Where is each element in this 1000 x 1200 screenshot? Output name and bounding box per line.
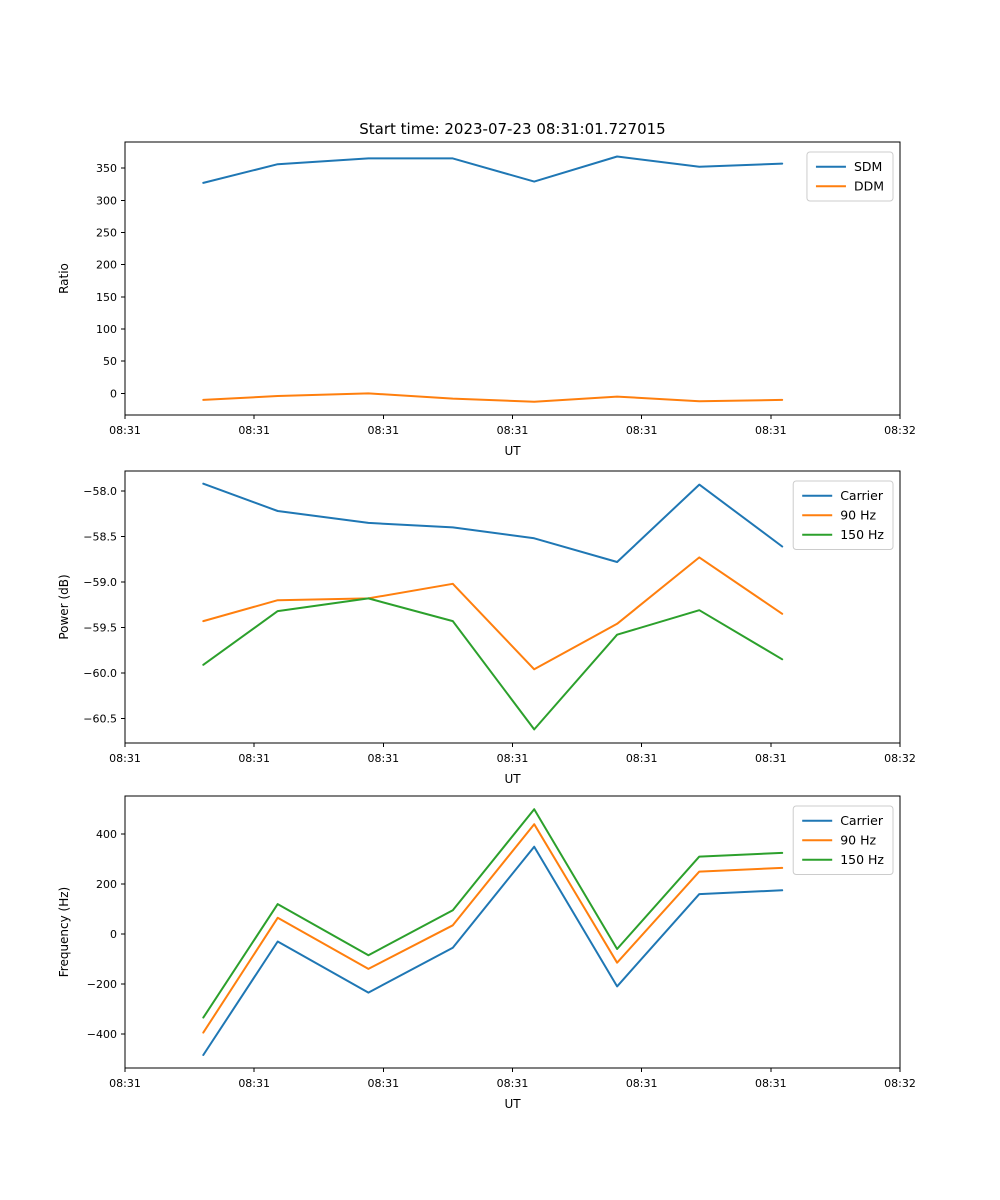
y-tick-label: 350: [96, 162, 117, 175]
y-axis-label: Frequency (Hz): [57, 887, 71, 978]
y-tick-label: 100: [96, 323, 117, 336]
y-tick-label: 200: [96, 878, 117, 891]
x-tick-label: 08:31: [755, 424, 787, 437]
subplot-power-db: −60.5 −60.0 −59.5 −59.0 −58.5 −58.0 08:31 08:31…: [57, 470, 916, 786]
legend-box: [792, 805, 894, 875]
series-line-90-hz: [202, 823, 784, 1034]
y-axis-label: Power (dB): [57, 574, 71, 639]
legend-label: 150 Hz: [840, 527, 884, 542]
y-tick-label: 400: [96, 828, 117, 841]
legend-label: Carrier: [840, 488, 884, 503]
series-line-150-hz: [202, 597, 784, 731]
x-axis-label: UT: [504, 772, 521, 786]
x-tick-label: 08:31: [238, 1077, 270, 1090]
y-tick-label: 300: [96, 194, 117, 207]
y-tick-label: −59.0: [83, 576, 117, 589]
x-axis-label: UT: [504, 1097, 521, 1111]
x-tick-label: 08:31: [755, 1077, 787, 1090]
x-tick-label: 08:31: [755, 752, 787, 765]
x-tick-label: 08:31: [626, 424, 658, 437]
subplot-frequency-hz: −400 −200 0 200 400 08:31 08:31 08:31 08:31 08:31…: [57, 795, 916, 1111]
y-tick-label: −60.5: [83, 712, 117, 725]
y-tick-label: −58.5: [83, 530, 117, 543]
x-tick-label: 08:31: [238, 752, 270, 765]
y-axis-label: Ratio: [57, 263, 71, 294]
subplot-ratio: 0 50 100 150 200 250 300 350 08:31 08:31 08:31 08:3…: [57, 141, 916, 458]
y-tick-label: 0: [110, 387, 117, 400]
legend-label: DDM: [854, 178, 884, 193]
x-tick-label: 08:31: [626, 752, 658, 765]
legend-box: [806, 151, 894, 202]
series-line-ddm: [202, 392, 784, 403]
y-tick-label: −58.0: [83, 485, 117, 498]
x-tick-label: 08:31: [238, 424, 270, 437]
legend-box: [792, 480, 894, 550]
legend-label: 150 Hz: [840, 852, 884, 867]
legend: Carrier 90 Hz 150 Hz: [792, 480, 894, 550]
x-tick-label: 08:31: [367, 1077, 399, 1090]
figure-title: Start time: 2023-07-23 08:31:01.727015: [359, 120, 666, 138]
series-line-carrier: [202, 482, 784, 563]
y-tick-label: 250: [96, 226, 117, 239]
x-tick-label: 08:31: [109, 752, 141, 765]
legend-label: 90 Hz: [840, 832, 876, 847]
y-tick-label: −400: [87, 1028, 117, 1041]
series-line-sdm: [202, 155, 784, 184]
x-tick-label: 08:32: [884, 752, 916, 765]
x-tick-label: 08:31: [367, 752, 399, 765]
legend-label: Carrier: [840, 813, 884, 828]
x-tick-label: 08:31: [109, 424, 141, 437]
series-line-150-hz: [202, 808, 784, 1019]
x-tick-label: 08:31: [626, 1077, 658, 1090]
x-tick-label: 08:31: [497, 424, 529, 437]
legend: SDM DDM: [806, 151, 894, 202]
y-tick-label: −200: [87, 978, 117, 991]
y-tick-label: 0: [110, 928, 117, 941]
legend-label: SDM: [854, 159, 882, 174]
x-tick-label: 08:32: [884, 1077, 916, 1090]
x-tick-label: 08:32: [884, 424, 916, 437]
x-tick-label: 08:31: [109, 1077, 141, 1090]
y-tick-label: 150: [96, 291, 117, 304]
series-line-carrier: [202, 845, 784, 1056]
series-line-90-hz: [202, 556, 784, 671]
y-tick-label: −59.5: [83, 621, 117, 634]
legend: Carrier 90 Hz 150 Hz: [792, 805, 894, 875]
y-tick-label: −60.0: [83, 667, 117, 680]
y-tick-label: 200: [96, 259, 117, 272]
x-axis-label: UT: [504, 444, 521, 458]
x-tick-label: 08:31: [497, 1077, 529, 1090]
legend-label: 90 Hz: [840, 507, 876, 522]
axes-border: [124, 141, 901, 416]
x-tick-label: 08:31: [497, 752, 529, 765]
y-tick-label: 50: [103, 355, 117, 368]
axes-border: [124, 470, 901, 744]
x-tick-label: 08:31: [367, 424, 399, 437]
